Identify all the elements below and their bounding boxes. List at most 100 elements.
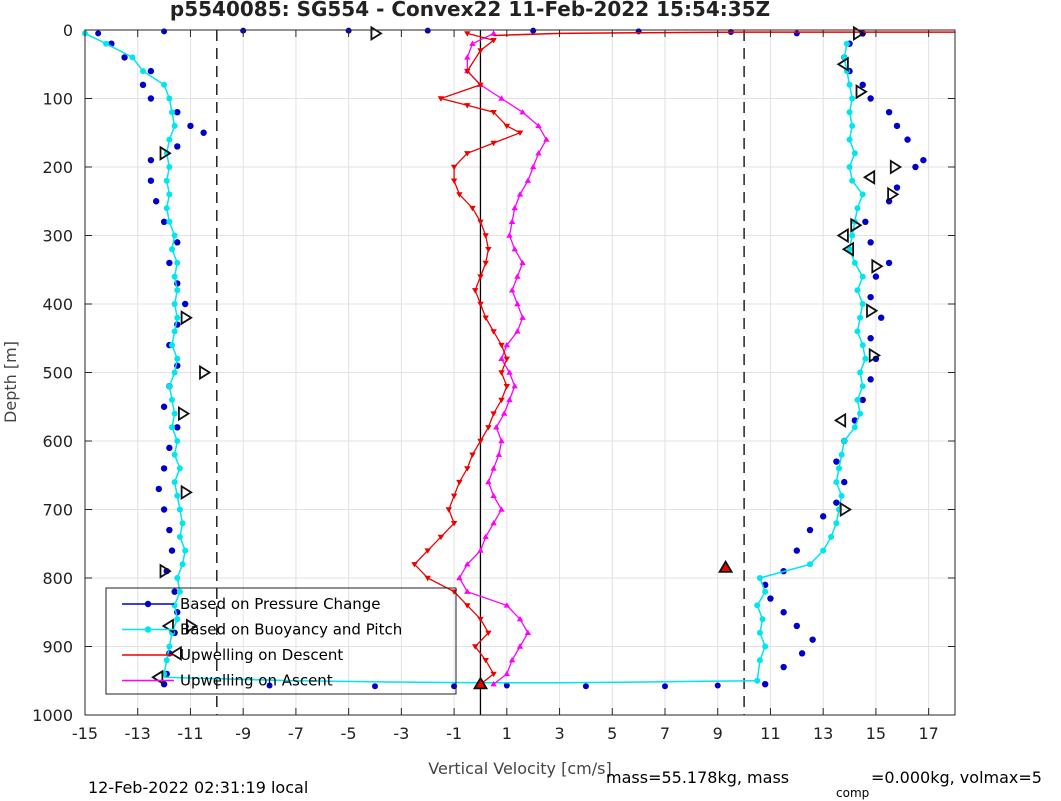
x-tick-label: 11 (760, 724, 780, 743)
y-tick-label: 700 (42, 501, 73, 520)
marker-red-triangle (718, 559, 734, 573)
x-tick-label: 15 (866, 724, 886, 743)
pressure-point-descent (166, 259, 173, 267)
pressure-point-descent (147, 177, 155, 184)
pressure-point-descent (160, 218, 168, 225)
marker-right-triangle (887, 186, 900, 203)
x-axis-label: Vertical Velocity [cm/s] (428, 759, 611, 778)
upwelling-descent-point (498, 370, 505, 376)
pressure-point-descent (139, 81, 147, 89)
upwelling-descent-point (490, 671, 497, 678)
buoyancy-point-descent (140, 68, 146, 75)
buoyancy-point-ascent (851, 150, 858, 157)
legend-swatch-marker (144, 626, 152, 633)
upwelling-ascent-point (501, 410, 508, 416)
upwelling-ascent-point (511, 246, 518, 252)
upwelling-descent-point (490, 110, 497, 116)
x-tick-label: -5 (341, 724, 357, 743)
buoyancy-point-descent (103, 40, 110, 47)
buoyancy-point-ascent (846, 136, 853, 143)
buoyancy-point-descent (171, 369, 178, 376)
upwelling-descent-point (477, 274, 484, 280)
marker-right-triangle (199, 364, 212, 381)
upwelling-ascent-point (498, 95, 505, 101)
upwelling-descent-point (498, 342, 505, 349)
upwelling-ascent-point (508, 287, 516, 293)
pressure-point-surface (424, 27, 431, 34)
y-tick-label: 100 (42, 90, 73, 109)
pressure-point-bottom (762, 681, 769, 688)
marker-right-triangle (871, 258, 884, 274)
upwelling-descent-point (490, 140, 497, 147)
marker-right-triangle (850, 217, 863, 233)
pressure-point-descent (171, 588, 178, 595)
x-tick-label: -3 (393, 724, 409, 743)
buoyancy-point-descent (171, 122, 178, 129)
pressure-point-ascent (862, 218, 869, 225)
marker-left-triangle (836, 56, 849, 72)
buoyancy-point-descent (166, 218, 173, 225)
buoyancy-point-ascent (854, 205, 861, 212)
upwelling-ascent-point (490, 681, 497, 687)
pressure-point-bottom (662, 683, 668, 690)
buoyancy-point-descent (166, 136, 173, 143)
pressure-point-descent (147, 67, 155, 75)
upwelling-descent-point (472, 644, 479, 650)
buoyancy-point-ascent (849, 232, 856, 239)
upwelling-descent-point (482, 233, 489, 239)
marker-right-triangle (866, 303, 879, 319)
upwelling-descent-point (485, 425, 492, 431)
buoyancy-point-descent (169, 246, 175, 253)
upwelling-descent-point (472, 288, 479, 294)
pressure-point-ascent (893, 122, 901, 130)
buoyancy-point-descent (166, 95, 173, 102)
upwelling-ascent-point (485, 478, 492, 485)
buoyancy-point-ascent (854, 396, 861, 403)
footer-comp-subscript: comp (836, 786, 869, 800)
upwelling-descent-point (503, 384, 510, 390)
buoyancy-point-ascent (843, 40, 850, 47)
pressure-point-descent (152, 198, 160, 205)
upwelling-descent-point (477, 616, 484, 623)
pressure-point-bottom (266, 682, 273, 689)
pressure-point-descent (147, 95, 155, 102)
buoyancy-point-descent (174, 287, 181, 294)
upwelling-ascent-point (506, 396, 513, 403)
buoyancy-point-ascent (859, 191, 866, 198)
upwelling-descent-point (464, 466, 471, 472)
pressure-point-descent (187, 122, 194, 130)
pressure-point-ascent (867, 239, 874, 246)
pressure-point-ascent (793, 547, 801, 554)
upwelling-ascent-point (490, 492, 497, 498)
upwelling-ascent-point (503, 341, 510, 348)
pressure-point-descent (166, 526, 173, 534)
buoyancy-point-descent (166, 383, 173, 390)
buoyancy-point-descent (176, 506, 183, 513)
buoyancy-point-ascent (836, 465, 842, 472)
buoyancy-point-descent (174, 314, 181, 321)
x-tick-label: 17 (918, 724, 938, 743)
y-tick-label: 200 (42, 158, 73, 177)
y-axis-label: Depth [m] (1, 341, 20, 423)
upwelling-descent-point (450, 164, 458, 171)
buoyancy-point-descent (171, 451, 178, 458)
x-tick-label: 3 (554, 724, 564, 743)
upwelling-ascent-point (516, 615, 524, 622)
buoyancy-point-descent (163, 205, 170, 212)
buoyancy-point-ascent (846, 109, 853, 116)
buoyancy-point-descent (171, 232, 178, 239)
buoyancy-point-ascent (846, 246, 853, 253)
buoyancy-point-descent (166, 643, 173, 650)
pressure-point-ascent (841, 478, 848, 486)
pressure-point-ascent (885, 259, 893, 267)
buoyancy-point-descent (163, 177, 170, 184)
upwelling-ascent-point (514, 300, 521, 307)
upwelling-ascent-point (490, 465, 497, 471)
upwelling-descent-point (498, 397, 505, 404)
buoyancy-point-descent (163, 657, 170, 664)
pressure-point-bottom (372, 683, 378, 690)
upwelling-ascent-point (511, 204, 518, 211)
buoyancy-point-ascent (756, 657, 763, 664)
pressure-point-surface (635, 28, 642, 35)
upwelling-ascent-point (456, 574, 463, 581)
